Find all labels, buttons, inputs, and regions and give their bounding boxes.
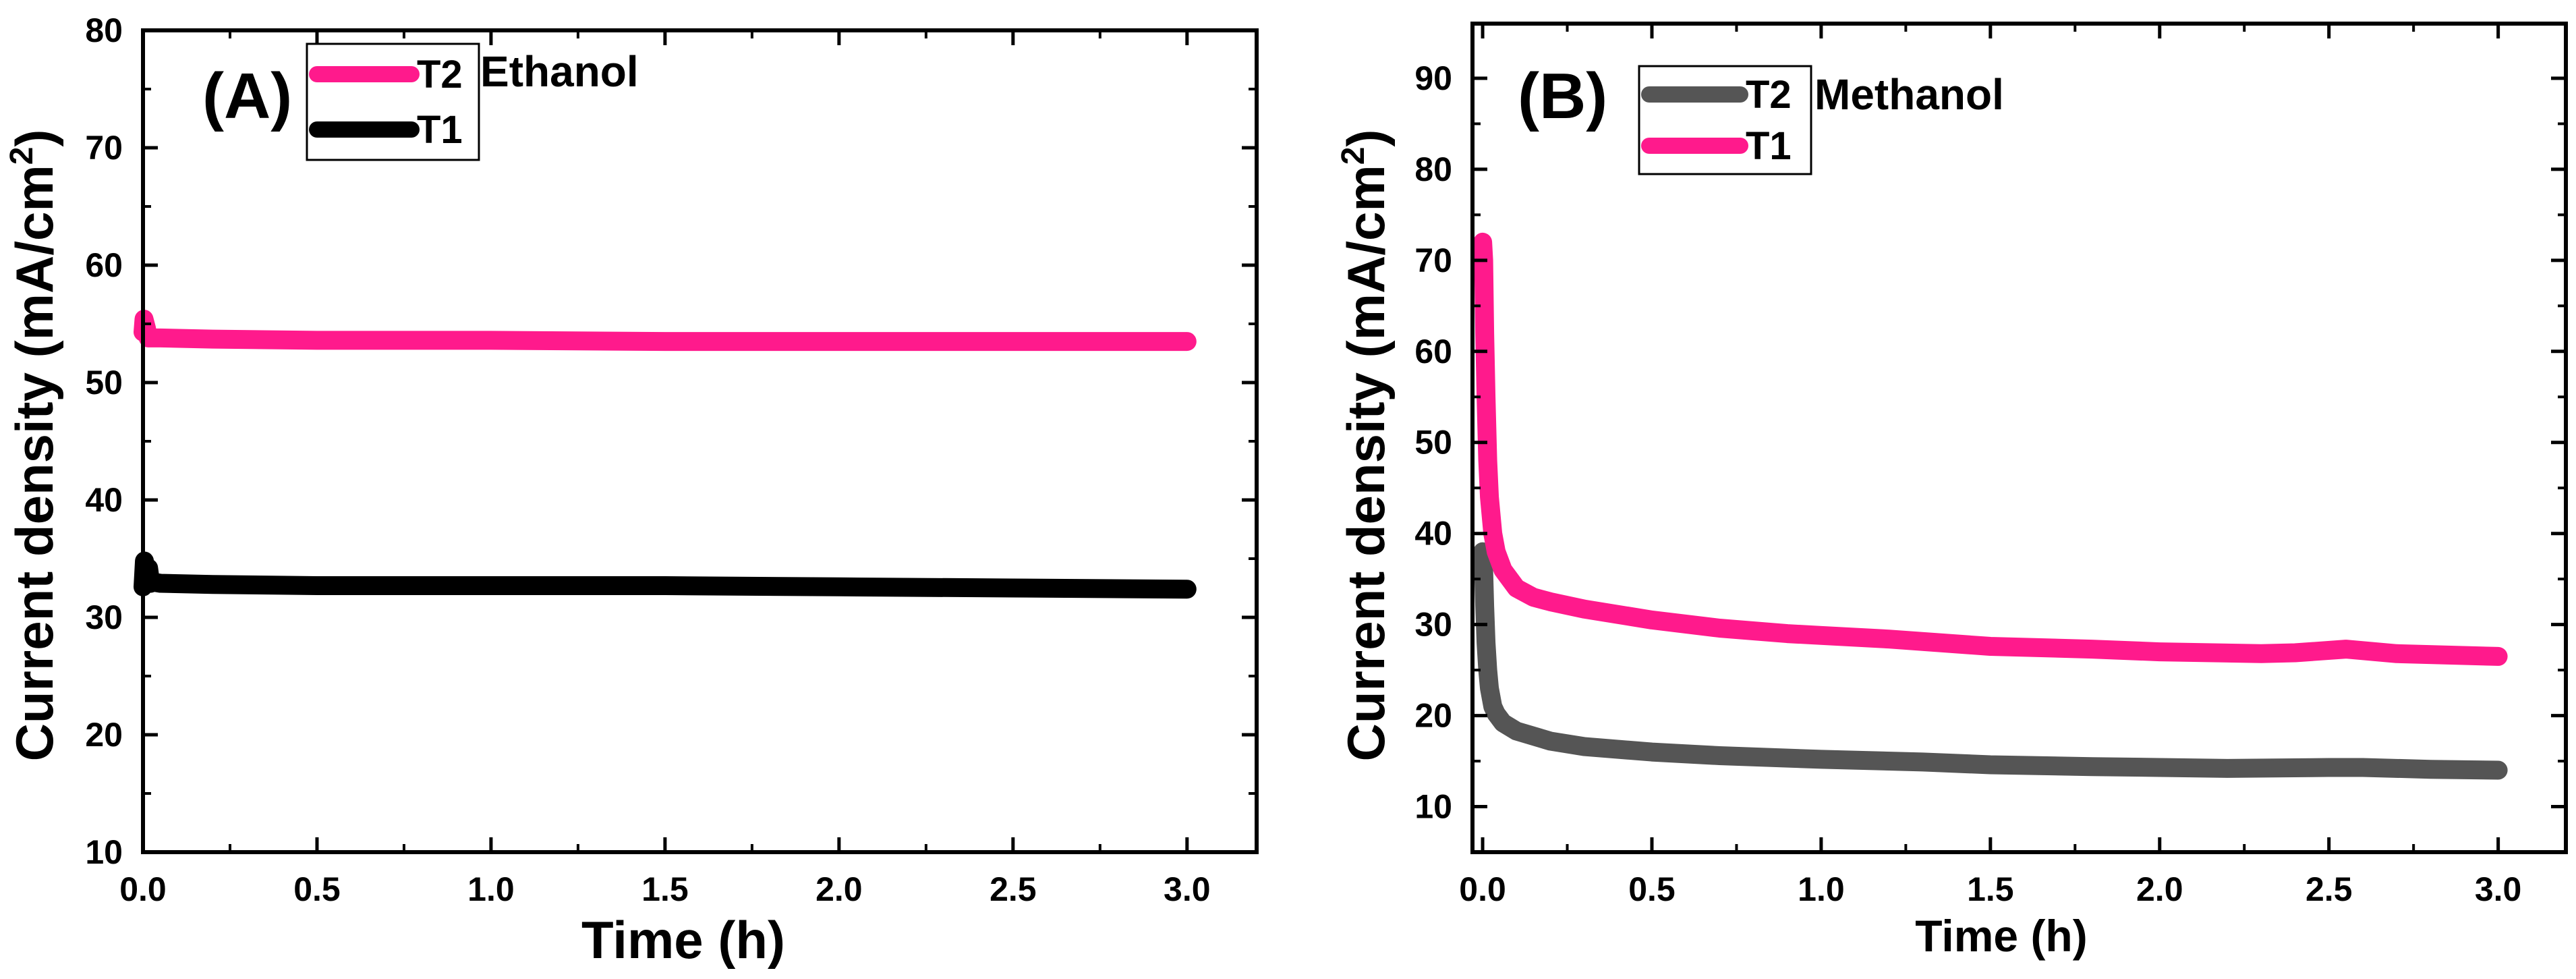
- panel-a: 0.0 0.5 1.0 1.5 2.0 2.5 3.0 10 20 30 40 50 60 70 80 (A…: [4, 11, 1259, 970]
- panel-a-series-line-t2: [134, 310, 1197, 352]
- panel-a-x-tick-label: 0.0: [119, 870, 167, 908]
- panel-b: 0.0 0.5 1.0 1.5 2.0 2.5 3.0102030405060708090 …: [1336, 22, 2568, 961]
- panel-b-x-tick-label: 2.0: [2136, 870, 2183, 908]
- panel-b-legend: T2 T1: [1638, 65, 1812, 175]
- panel-b-x-tick-label: 2.5: [2306, 870, 2353, 908]
- panel-a-y-tick-label: 10: [85, 833, 123, 871]
- panel-b-y-axis-title-sup: 2: [1336, 147, 1371, 165]
- panel-b-y-tick-label: 10: [1414, 788, 1452, 826]
- panel-a-legend-label-t2: T2: [417, 53, 463, 96]
- panel-a-y-axis-title-close: ): [5, 130, 64, 147]
- panel-a-x-tick-label: 2.5: [990, 870, 1037, 908]
- panel-b-y-axis-title-close: ): [1336, 130, 1396, 147]
- panel-b-x-tick-label: 1.0: [1798, 870, 1845, 908]
- panel-b-tick-labels: 0.0 0.5 1.0 1.5 2.0 2.5 3.0 10 20 30 40 50 60 70 80 90: [1414, 59, 2521, 908]
- panel-b-series-line-t2: [1473, 542, 2508, 780]
- panel-a-tick-labels: 0.0 0.5 1.0 1.5 2.0 2.5 3.0 10 20 30 40 50 60 70 80: [85, 11, 1210, 908]
- panel-b-x-tick-label: 0.0: [1459, 870, 1506, 908]
- panel-a-series-line-t1: [134, 551, 1197, 599]
- panel-b-ticks: [1472, 24, 2566, 852]
- panel-b-y-tick-label: 40: [1414, 515, 1452, 553]
- panel-b-solvent-label: Methanol: [1814, 70, 2004, 119]
- panel-b-legend-label-t1: T1: [1746, 124, 1792, 168]
- panel-b-plot-frame: [1470, 22, 2568, 854]
- panel-b-series-line-t1: [1473, 232, 2508, 666]
- panel-b-y-axis-title-main: Current density (mA/cm: [1336, 165, 1396, 761]
- panel-a-legend: T2 T1: [306, 43, 480, 161]
- panel-a-legend-label-t1: T1: [417, 108, 463, 152]
- panel-a-y-tick-label: 60: [85, 246, 123, 284]
- panel-a-x-tick-label: 2.0: [815, 870, 863, 908]
- panel-b-y-axis-title: Current density (mA/cm2): [1336, 130, 1396, 762]
- panel-a-x-tick-label: 1.0: [467, 870, 515, 908]
- panel-a-y-axis-title-sup: 2: [4, 147, 40, 165]
- panel-a-y-tick-label: 30: [85, 598, 123, 636]
- panel-a-y-tick-label: 20: [85, 716, 123, 754]
- panel-a-y-tick-label: 50: [85, 364, 123, 401]
- panel-a-solvent-label: Ethanol: [480, 47, 639, 96]
- panel-a-y-axis-title-main: Current density (mA/cm: [5, 165, 64, 761]
- panel-a-x-axis-title: Time (h): [581, 910, 785, 970]
- panel-a-y-tick-label: 70: [85, 129, 123, 167]
- panel-b-y-tick-label: 80: [1414, 150, 1452, 188]
- panel-b-y-tick-label: 60: [1414, 333, 1452, 370]
- panel-b-x-tick-label: 0.5: [1628, 870, 1676, 908]
- panel-b-y-tick-label: 90: [1414, 59, 1452, 97]
- panel-a-y-tick-label: 40: [85, 481, 123, 519]
- panel-b-label: (B): [1518, 60, 1607, 132]
- panel-b-series: [1473, 232, 2508, 780]
- panel-b-legend-box: [1638, 65, 1812, 175]
- panel-a-series: [134, 310, 1197, 599]
- panel-b-y-tick-label: 20: [1414, 697, 1452, 735]
- panel-b-y-tick-label: 70: [1414, 242, 1452, 279]
- panel-a-x-tick-label: 0.5: [293, 870, 341, 908]
- panel-a-y-tick-label: 80: [85, 11, 123, 49]
- panel-a-legend-box: [306, 43, 480, 161]
- panel-b-x-axis-title: Time (h): [1915, 911, 2087, 961]
- panel-b-y-tick-label: 30: [1414, 606, 1452, 644]
- panel-b-y-tick-label: 50: [1414, 424, 1452, 461]
- panel-b-x-tick-label: 3.0: [2475, 870, 2522, 908]
- panel-a-x-tick-label: 1.5: [641, 870, 689, 908]
- panel-b-x-tick-label: 1.5: [1967, 870, 2014, 908]
- panel-a-ticks: [141, 28, 1257, 854]
- panel-a-x-tick-label: 3.0: [1164, 870, 1211, 908]
- panel-a-y-axis-title: Current density (mA/cm2): [4, 130, 64, 762]
- panel-a-label: (A): [202, 60, 292, 132]
- panel-b-legend-label-t2: T2: [1746, 73, 1792, 117]
